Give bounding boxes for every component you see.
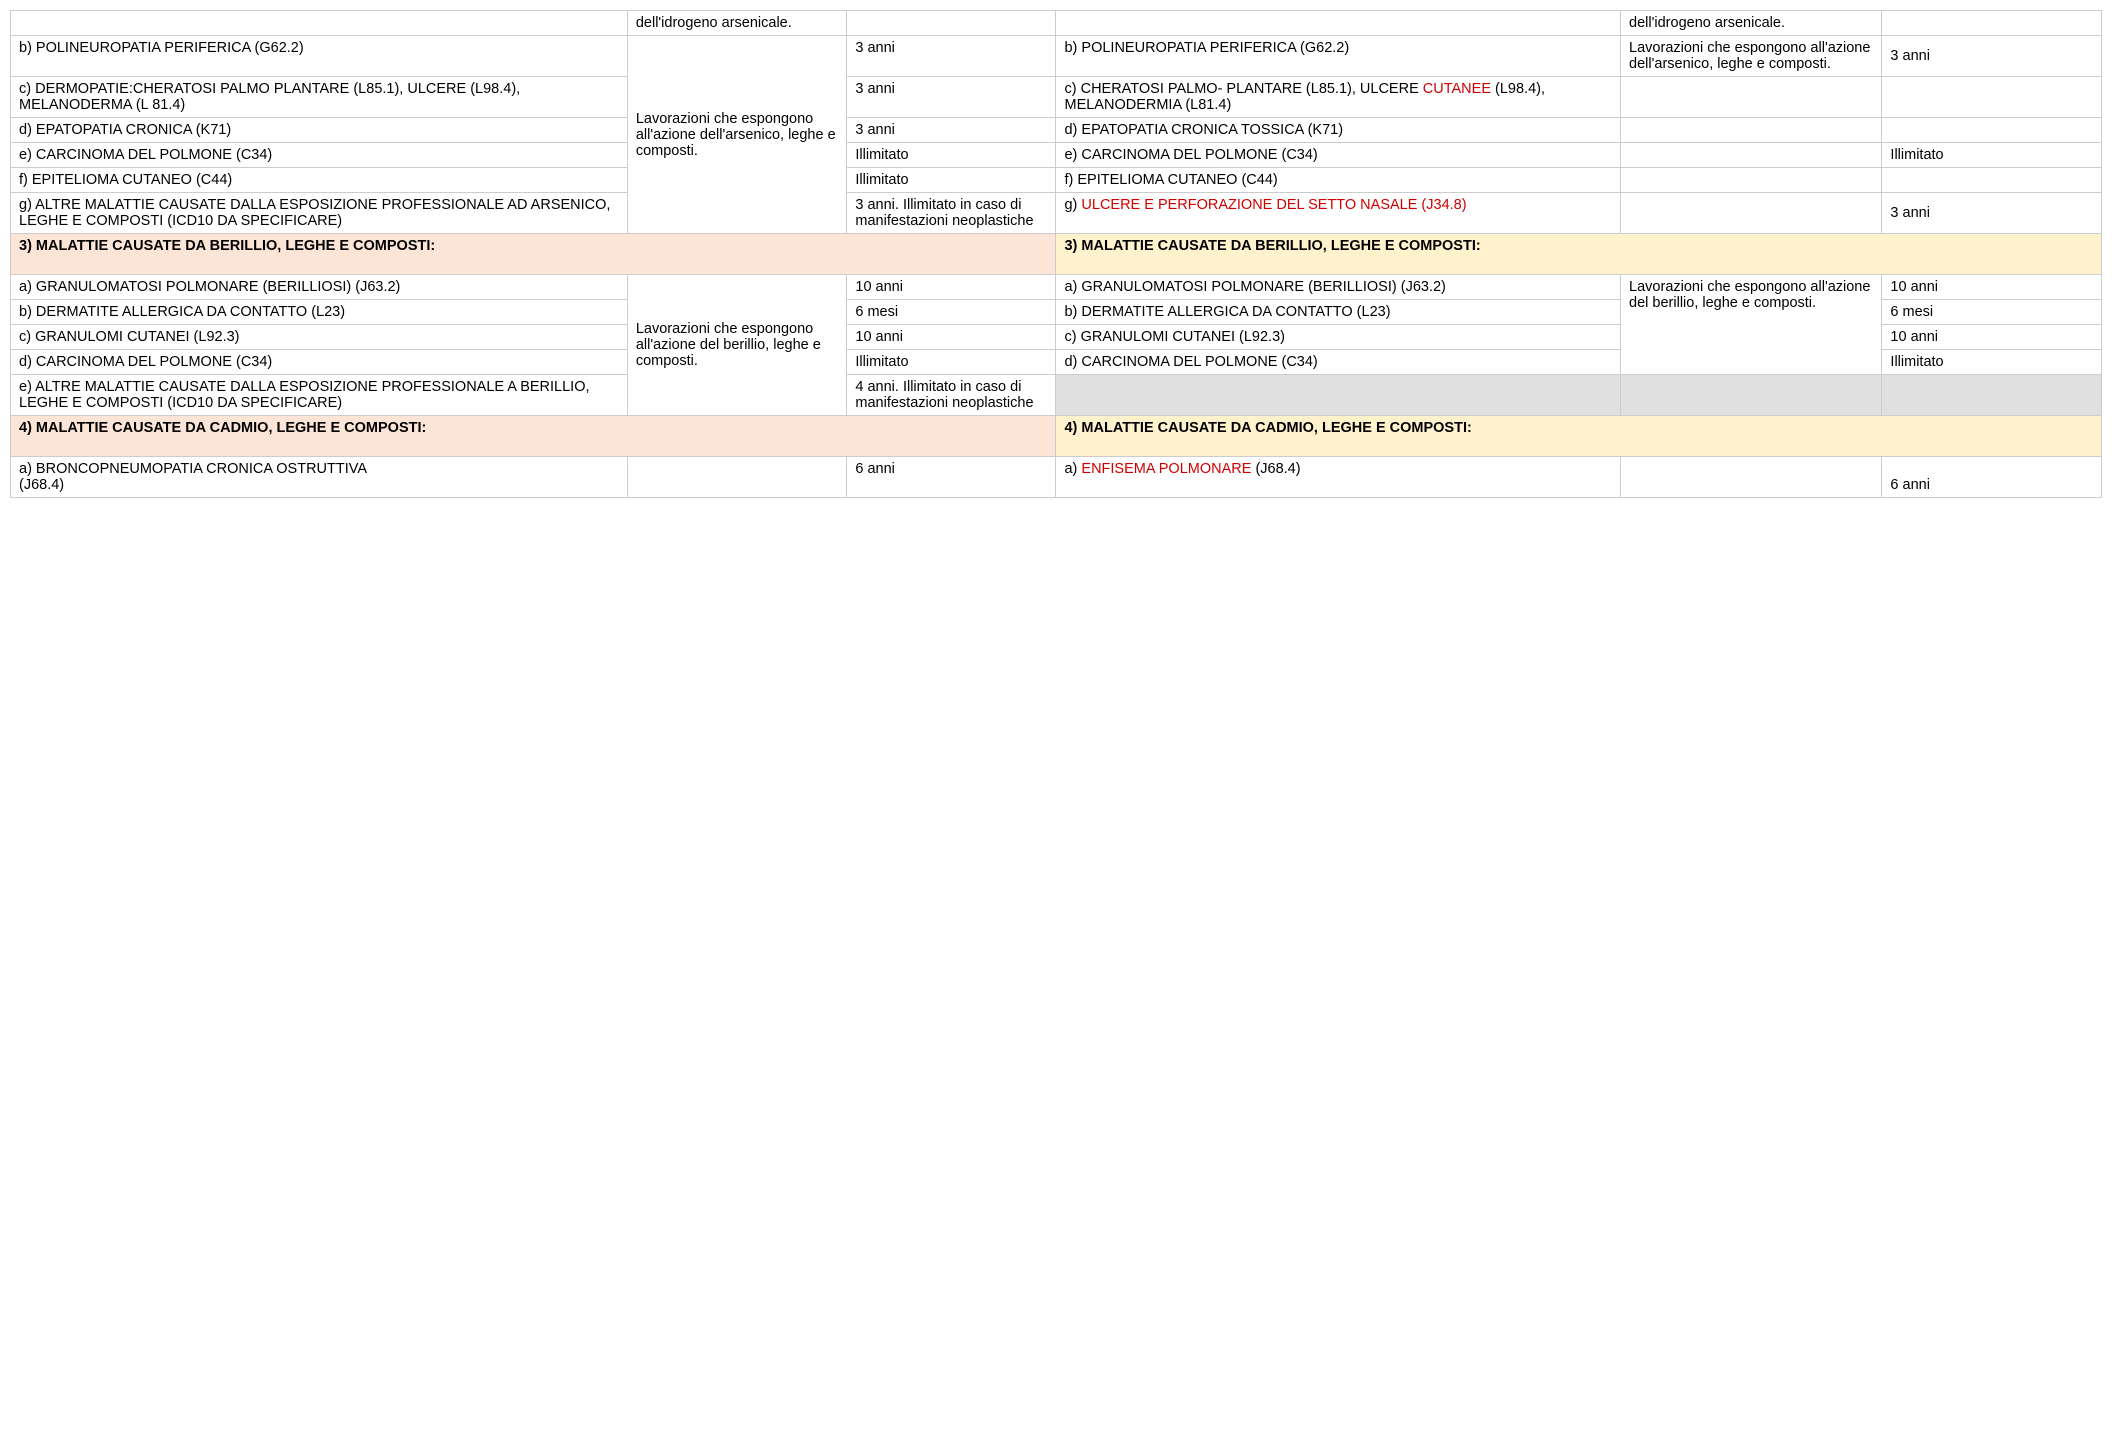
table-row: a) GRANULOMATOSI POLMONARE (BERILLIOSI) … [11, 275, 2102, 300]
cell [1621, 118, 1882, 143]
cell: e) CARCINOMA DEL POLMONE (C34) [11, 143, 628, 168]
cell [1056, 11, 1621, 36]
cell: a) GRANULOMATOSI POLMONARE (BERILLIOSI) … [11, 275, 628, 300]
cell: 3 anni. Illimitato in caso di manifestaz… [847, 193, 1056, 234]
cell: 3 anni [847, 77, 1056, 118]
cell: d) CARCINOMA DEL POLMONE (C34) [1056, 350, 1621, 375]
highlighted-text: CUTANEE [1423, 81, 1491, 97]
text: g) [1064, 197, 1081, 213]
cell: Illimitato [1882, 143, 2102, 168]
cell: Illimitato [847, 168, 1056, 193]
table-row: b) POLINEUROPATIA PERIFERICA (G62.2) Lav… [11, 36, 2102, 77]
cell: 3 anni [1882, 193, 2102, 234]
section-header-left: 3) MALATTIE CAUSATE DA BERILLIO, LEGHE E… [11, 234, 1056, 275]
cell: g) ALTRE MALATTIE CAUSATE DALLA ESPOSIZI… [11, 193, 628, 234]
table-row: e) CARCINOMA DEL POLMONE (C34) Illimitat… [11, 143, 2102, 168]
cell [1882, 11, 2102, 36]
cell: 10 anni [847, 275, 1056, 300]
cell: b) POLINEUROPATIA PERIFERICA (G62.2) [1056, 36, 1621, 77]
cell: b) DERMATITE ALLERGICA DA CONTATTO (L23) [1056, 300, 1621, 325]
cell: b) POLINEUROPATIA PERIFERICA (G62.2) [11, 36, 628, 77]
cell-exposure: Lavorazioni che espongono all'azione del… [1621, 275, 1882, 375]
table-row: c) DERMOPATIE:CHERATOSI PALMO PLANTARE (… [11, 77, 2102, 118]
cell: e) ALTRE MALATTIE CAUSATE DALLA ESPOSIZI… [11, 375, 628, 416]
cell [1621, 143, 1882, 168]
cell: c) GRANULOMI CUTANEI (L92.3) [11, 325, 628, 350]
cell: 10 anni [1882, 325, 2102, 350]
table-row: f) EPITELIOMA CUTANEO (C44) Illimitato f… [11, 168, 2102, 193]
cell: Illimitato [1882, 350, 2102, 375]
table-row: d) EPATOPATIA CRONICA (K71) 3 anni d) EP… [11, 118, 2102, 143]
cell: a) BRONCOPNEUMOPATIA CRONICA OSTRUTTIVA … [11, 457, 628, 498]
cell-empty [1056, 375, 1621, 416]
cell [1882, 168, 2102, 193]
section-header-row: 4) MALATTIE CAUSATE DA CADMIO, LEGHE E C… [11, 416, 2102, 457]
cell: 6 anni [1882, 457, 2102, 498]
cell: d) CARCINOMA DEL POLMONE (C34) [11, 350, 628, 375]
cell: dell'idrogeno arsenicale. [627, 11, 847, 36]
cell: a) GRANULOMATOSI POLMONARE (BERILLIOSI) … [1056, 275, 1621, 300]
cell-exposure: Lavorazioni che espongono all'azione del… [627, 275, 847, 416]
text: a) [1064, 461, 1081, 477]
cell-exposure: Lavorazioni che espongono all'azione del… [627, 36, 847, 234]
text: c) CHERATOSI PALMO- PLANTARE (L85.1), UL… [1064, 81, 1422, 97]
cell [1621, 168, 1882, 193]
cell: c) CHERATOSI PALMO- PLANTARE (L85.1), UL… [1056, 77, 1621, 118]
cell [11, 11, 628, 36]
cell: d) EPATOPATIA CRONICA TOSSICA (K71) [1056, 118, 1621, 143]
cell: 3 anni [1882, 36, 2102, 77]
cell: c) GRANULOMI CUTANEI (L92.3) [1056, 325, 1621, 350]
cell: 3 anni [847, 118, 1056, 143]
cell-empty [1882, 375, 2102, 416]
cell: b) DERMATITE ALLERGICA DA CONTATTO (L23) [11, 300, 628, 325]
cell: 10 anni [1882, 275, 2102, 300]
cell: 6 anni [847, 457, 1056, 498]
cell [847, 11, 1056, 36]
cell: 4 anni. Illimitato in caso di manifestaz… [847, 375, 1056, 416]
cell [1621, 77, 1882, 118]
cell-exposure: Lavorazioni che espongono all'azione del… [1621, 36, 1882, 77]
cell: dell'idrogeno arsenicale. [1621, 11, 1882, 36]
cell: 3 anni [847, 36, 1056, 77]
cell: Illimitato [847, 143, 1056, 168]
table-row: dell'idrogeno arsenicale. dell'idrogeno … [11, 11, 2102, 36]
cell: c) DERMOPATIE:CHERATOSI PALMO PLANTARE (… [11, 77, 628, 118]
cell: 6 mesi [1882, 300, 2102, 325]
table-row: g) ALTRE MALATTIE CAUSATE DALLA ESPOSIZI… [11, 193, 2102, 234]
cell: Illimitato [847, 350, 1056, 375]
cell [1621, 457, 1882, 498]
section-header-right: 4) MALATTIE CAUSATE DA CADMIO, LEGHE E C… [1056, 416, 2102, 457]
table-row: a) BRONCOPNEUMOPATIA CRONICA OSTRUTTIVA … [11, 457, 2102, 498]
cell: f) EPITELIOMA CUTANEO (C44) [11, 168, 628, 193]
section-header-row: 3) MALATTIE CAUSATE DA BERILLIO, LEGHE E… [11, 234, 2102, 275]
text: (J68.4) [1251, 461, 1300, 477]
highlighted-text: ENFISEMA POLMONARE [1081, 461, 1251, 477]
cell: 10 anni [847, 325, 1056, 350]
highlighted-text: ULCERE E PERFORAZIONE DEL SETTO NASALE (… [1081, 197, 1466, 213]
cell [627, 457, 847, 498]
section-header-right: 3) MALATTIE CAUSATE DA BERILLIO, LEGHE E… [1056, 234, 2102, 275]
cell [1621, 193, 1882, 234]
cell-empty [1621, 375, 1882, 416]
table-row: e) ALTRE MALATTIE CAUSATE DALLA ESPOSIZI… [11, 375, 2102, 416]
cell [1882, 118, 2102, 143]
cell: d) EPATOPATIA CRONICA (K71) [11, 118, 628, 143]
cell: 6 mesi [847, 300, 1056, 325]
cell: e) CARCINOMA DEL POLMONE (C34) [1056, 143, 1621, 168]
diseases-table: dell'idrogeno arsenicale. dell'idrogeno … [10, 10, 2102, 498]
section-header-left: 4) MALATTIE CAUSATE DA CADMIO, LEGHE E C… [11, 416, 1056, 457]
cell: f) EPITELIOMA CUTANEO (C44) [1056, 168, 1621, 193]
cell: a) ENFISEMA POLMONARE (J68.4) [1056, 457, 1621, 498]
cell [1882, 77, 2102, 118]
cell: g) ULCERE E PERFORAZIONE DEL SETTO NASAL… [1056, 193, 1621, 234]
